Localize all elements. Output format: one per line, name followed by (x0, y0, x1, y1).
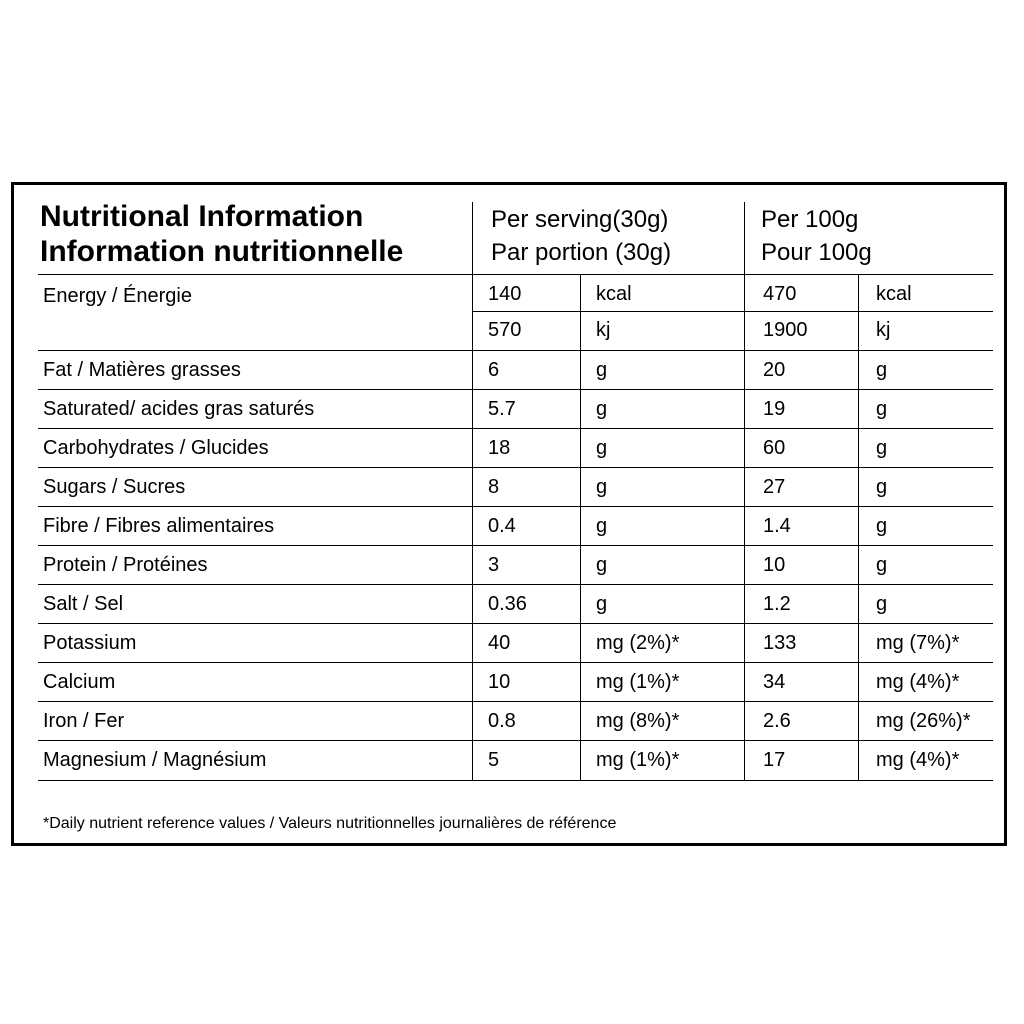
header-per-serving: Per serving(30g) (491, 206, 669, 233)
row-serving-value: 5 (488, 749, 500, 771)
row-label: Sugars / Sucres (43, 476, 186, 498)
row-serving-value: 0.4 (488, 515, 516, 537)
row-serving-unit: g (596, 398, 608, 420)
rule-row (38, 623, 993, 624)
rule-row (38, 545, 993, 546)
energy-kj-unit-per100: kj (876, 319, 891, 341)
column-divider-2 (580, 275, 581, 780)
row-per100-unit: g (876, 593, 888, 615)
header-per-100g: Per 100g (761, 206, 859, 233)
row-per100-unit: mg (4%)* (876, 749, 960, 771)
title-french: Information nutritionnelle (40, 235, 404, 268)
nutrition-panel (11, 182, 1007, 846)
row-per100-unit: mg (26%)* (876, 710, 971, 732)
row-label: Fibre / Fibres alimentaires (43, 515, 275, 537)
energy-kj-unit: kj (596, 319, 611, 341)
rule-row (38, 740, 993, 741)
row-serving-value: 5.7 (488, 398, 516, 420)
title-english: Nutritional Information (40, 200, 364, 233)
row-serving-unit: mg (1%)* (596, 749, 680, 771)
row-label: Calcium (43, 671, 116, 693)
rule-energy-kcal (472, 311, 993, 312)
row-label: Protein / Protéines (43, 554, 208, 576)
header-pour-100g: Pour 100g (761, 239, 872, 266)
rule-row (38, 662, 993, 663)
row-per100-unit: g (876, 476, 888, 498)
energy-kj-serving: 570 (488, 319, 522, 341)
row-serving-unit: g (596, 359, 608, 381)
row-per100-value: 34 (763, 671, 786, 693)
row-serving-value: 10 (488, 671, 511, 693)
row-serving-value: 3 (488, 554, 500, 576)
row-per100-value: 17 (763, 749, 786, 771)
row-serving-unit: g (596, 554, 608, 576)
row-per100-unit: g (876, 359, 888, 381)
row-label: Potassium (43, 632, 137, 654)
row-per100-unit: g (876, 398, 888, 420)
energy-label: Energy / Énergie (43, 285, 192, 307)
row-serving-value: 0.36 (488, 593, 527, 615)
row-serving-unit: mg (1%)* (596, 671, 680, 693)
row-per100-value: 60 (763, 437, 786, 459)
rule-header (38, 274, 993, 275)
row-serving-value: 8 (488, 476, 500, 498)
rule-row (38, 389, 993, 390)
column-divider-1 (472, 202, 473, 780)
row-label: Iron / Fer (43, 710, 125, 732)
rule-bottom (38, 780, 993, 781)
row-per100-unit: g (876, 515, 888, 537)
row-label: Salt / Sel (43, 593, 124, 615)
energy-kcal-serving: 140 (488, 283, 522, 305)
row-label: Fat / Matières grasses (43, 359, 241, 381)
row-serving-value: 40 (488, 632, 511, 654)
row-per100-unit: g (876, 554, 888, 576)
header-par-portion: Par portion (30g) (491, 239, 672, 266)
rule-row (38, 506, 993, 507)
energy-kcal-unit: kcal (596, 283, 632, 305)
row-per100-value: 20 (763, 359, 786, 381)
row-serving-unit: g (596, 593, 608, 615)
row-serving-unit: g (596, 515, 608, 537)
rule-row (38, 428, 993, 429)
row-per100-value: 10 (763, 554, 786, 576)
row-per100-value: 19 (763, 398, 786, 420)
column-divider-4 (858, 275, 859, 780)
energy-kcal-per100: 470 (763, 283, 797, 305)
footnote: *Daily nutrient reference values / Valeu… (43, 815, 617, 832)
rule-row (38, 467, 993, 468)
rule-row (38, 584, 993, 585)
row-per100-value: 1.2 (763, 593, 791, 615)
energy-kj-per100: 1900 (763, 319, 808, 341)
row-per100-unit: mg (4%)* (876, 671, 960, 693)
row-serving-value: 18 (488, 437, 511, 459)
rule-row (38, 701, 993, 702)
row-per100-value: 1.4 (763, 515, 791, 537)
row-per100-unit: g (876, 437, 888, 459)
column-divider-3 (744, 202, 745, 780)
row-serving-unit: mg (2%)* (596, 632, 680, 654)
row-per100-value: 2.6 (763, 710, 791, 732)
row-per100-value: 27 (763, 476, 786, 498)
row-label: Saturated/ acides gras saturés (43, 398, 315, 420)
row-label: Magnesium / Magnésium (43, 749, 267, 771)
row-label: Carbohydrates / Glucides (43, 437, 269, 459)
row-per100-value: 133 (763, 632, 797, 654)
row-serving-value: 0.8 (488, 710, 516, 732)
row-serving-unit: g (596, 476, 608, 498)
row-serving-unit: mg (8%)* (596, 710, 680, 732)
row-serving-unit: g (596, 437, 608, 459)
row-serving-value: 6 (488, 359, 500, 381)
energy-kcal-unit-per100: kcal (876, 283, 912, 305)
rule-energy (38, 350, 993, 351)
row-per100-unit: mg (7%)* (876, 632, 960, 654)
